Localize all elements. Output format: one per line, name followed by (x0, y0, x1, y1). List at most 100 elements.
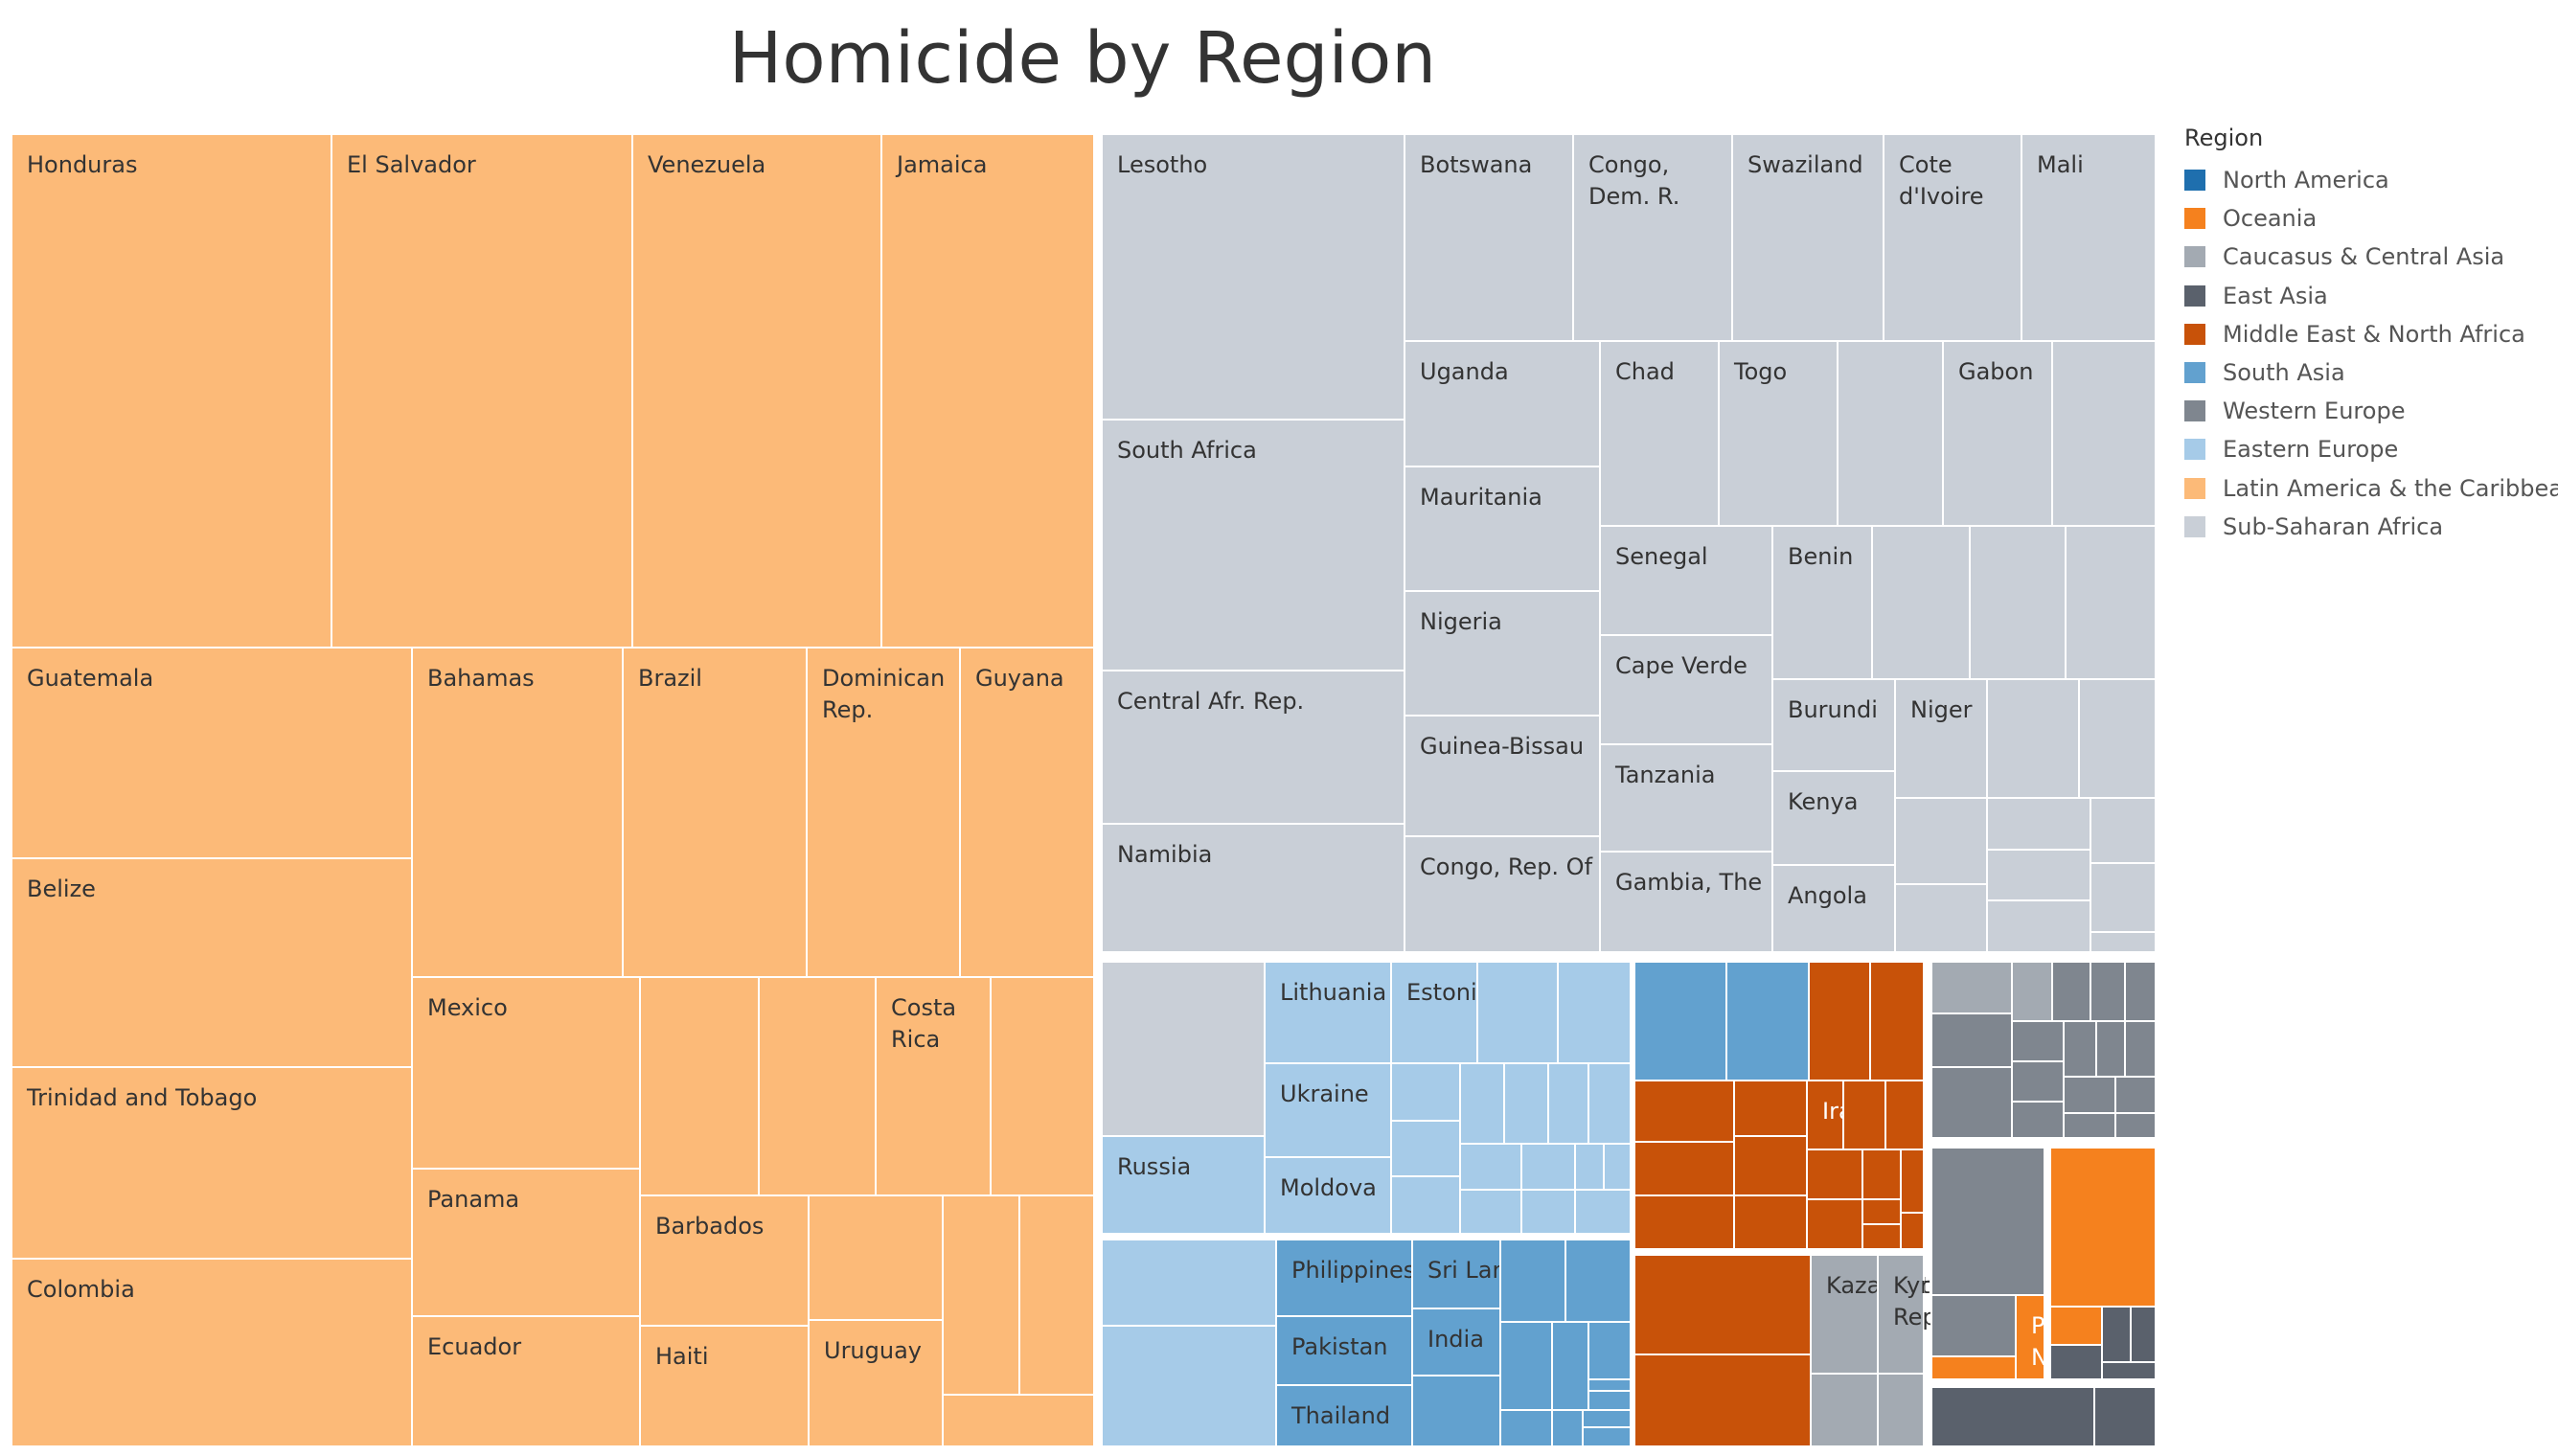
legend-item[interactable]: Eastern Europe (2184, 430, 2558, 468)
treemap-cell-guinea-bissau[interactable]: Guinea-Bissau (1404, 715, 1601, 837)
treemap-cell[interactable] (1861, 1149, 1902, 1200)
treemap-cell-tanzania[interactable]: Tanzania (1599, 743, 1773, 853)
treemap-cell[interactable] (758, 976, 877, 1196)
treemap-cell-brazil[interactable]: Brazil (622, 647, 808, 978)
treemap-cell[interactable] (2049, 1306, 2103, 1346)
treemap-cell[interactable] (1894, 883, 1988, 953)
treemap-cell[interactable] (1101, 1239, 1277, 1327)
treemap-cell[interactable] (1871, 525, 1971, 680)
treemap-cell[interactable] (1733, 1194, 1808, 1250)
treemap-cell[interactable] (1986, 678, 2080, 799)
treemap-cell-philippines[interactable]: Philippines (1275, 1239, 1415, 1317)
treemap-cell-jamaica[interactable]: Jamaica (880, 133, 1095, 648)
treemap-cell-benin[interactable]: Benin (1771, 525, 1873, 680)
treemap-cell-colombia[interactable]: Colombia (11, 1258, 413, 1447)
treemap-cell-moldova[interactable]: Moldova (1264, 1156, 1392, 1235)
treemap-cell[interactable] (1633, 1141, 1735, 1196)
treemap-cell[interactable] (2063, 1076, 2116, 1114)
treemap-cell-togo[interactable]: Togo (1718, 340, 1839, 527)
treemap-cell-dominican-rep[interactable]: Dominican Rep. (806, 647, 961, 978)
treemap-cell[interactable] (1808, 961, 1871, 1081)
treemap-cell-belize[interactable]: Belize (11, 857, 413, 1068)
treemap-cell[interactable] (942, 1394, 1095, 1447)
treemap-cell-mali[interactable]: Mali (2021, 133, 2157, 342)
treemap-cell[interactable] (1969, 525, 2067, 680)
treemap-cell[interactable] (639, 976, 760, 1196)
treemap-cell[interactable] (2063, 1020, 2097, 1078)
treemap-cell-cote-d-ivoire[interactable]: Cote d'Ivoire (1883, 133, 2022, 342)
treemap-cell[interactable] (2101, 1361, 2157, 1380)
treemap-cell[interactable] (2090, 961, 2126, 1022)
treemap-cell[interactable] (1551, 1321, 1589, 1411)
treemap-cell[interactable] (1459, 1189, 1522, 1235)
treemap-cell[interactable] (2051, 961, 2091, 1022)
treemap-cell-nigeria[interactable]: Nigeria (1404, 590, 1601, 717)
treemap-cell[interactable] (1557, 961, 1632, 1064)
treemap-cell[interactable] (1837, 340, 1944, 527)
treemap-cell[interactable] (1390, 1175, 1461, 1235)
treemap-cell-ecuador[interactable]: Ecuador (411, 1315, 641, 1447)
treemap-cell[interactable] (1520, 1189, 1576, 1235)
treemap-cell[interactable] (1810, 1373, 1879, 1447)
treemap-cell[interactable] (1930, 1147, 2045, 1296)
treemap-cell[interactable] (2011, 961, 2053, 1022)
treemap-cell[interactable] (1633, 1254, 1812, 1355)
treemap-cell[interactable] (1806, 1149, 1863, 1200)
treemap-cell[interactable] (2063, 1112, 2116, 1139)
treemap-cell[interactable] (1582, 1426, 1632, 1447)
treemap-cell[interactable] (1499, 1321, 1553, 1411)
treemap-cell-venezuela[interactable]: Venezuela (631, 133, 882, 648)
treemap-cell[interactable] (1459, 1143, 1522, 1191)
treemap-cell[interactable] (2011, 1020, 2065, 1062)
treemap-cell[interactable] (1633, 1080, 1735, 1143)
treemap-cell[interactable] (808, 1194, 944, 1321)
treemap-cell[interactable] (2065, 525, 2157, 680)
treemap-cell[interactable] (1499, 1239, 1566, 1323)
legend-item[interactable]: Sub-Saharan Africa (2184, 508, 2558, 546)
treemap-cell[interactable] (1861, 1198, 1902, 1225)
legend-item[interactable]: Western Europe (2184, 392, 2558, 430)
treemap-cell[interactable] (1499, 1409, 1553, 1447)
treemap-cell[interactable] (1986, 899, 2091, 953)
treemap-cell-congo-dem-r[interactable]: Congo, Dem. R. (1572, 133, 1733, 342)
treemap-cell[interactable] (1390, 1062, 1461, 1122)
treemap-cell-namibia[interactable]: Namibia (1101, 823, 1405, 953)
treemap-cell-russia[interactable]: Russia (1101, 1135, 1266, 1235)
treemap-cell[interactable] (1806, 1198, 1863, 1250)
treemap-cell[interactable] (2011, 1060, 2065, 1103)
treemap-cell-cape-verde[interactable]: Cape Verde (1599, 634, 1773, 745)
treemap-cell[interactable] (1564, 1239, 1632, 1323)
treemap-cell-mauritania[interactable]: Mauritania (1404, 466, 1601, 592)
treemap-cell[interactable] (1520, 1143, 1576, 1191)
treemap-cell[interactable] (990, 976, 1095, 1196)
treemap-cell[interactable] (1574, 1143, 1605, 1191)
treemap-cell-chad[interactable]: Chad (1599, 340, 1720, 527)
treemap-cell[interactable] (2011, 1101, 2065, 1139)
treemap-cell-thailand[interactable]: Thailand (1275, 1384, 1413, 1447)
treemap-cell[interactable] (1574, 1189, 1632, 1235)
treemap-cell[interactable] (1930, 1355, 2017, 1380)
treemap-cell-india[interactable]: India (1411, 1308, 1501, 1376)
treemap-cell[interactable] (2078, 678, 2157, 799)
treemap-cell[interactable] (1733, 1080, 1808, 1137)
treemap-cell[interactable] (1930, 1386, 2095, 1447)
treemap-cell[interactable] (1869, 961, 1925, 1081)
treemap-cell[interactable] (1842, 1080, 1886, 1150)
treemap-cell[interactable] (1101, 1325, 1277, 1447)
treemap-cell[interactable] (1725, 961, 1810, 1081)
treemap-cell-costa-rica[interactable]: Costa Rica (875, 976, 992, 1196)
treemap-cell-central-afr-rep[interactable]: Central Afr. Rep. (1101, 670, 1405, 825)
treemap-cell[interactable] (1986, 849, 2091, 901)
treemap-cell-uruguay[interactable]: Uruguay (808, 1319, 944, 1447)
legend-item[interactable]: Caucasus & Central Asia (2184, 238, 2558, 276)
treemap-cell[interactable] (1930, 1012, 2013, 1068)
treemap-cell-pakistan[interactable]: Pakistan (1275, 1315, 1413, 1386)
treemap-cell-mexico[interactable]: Mexico (411, 976, 641, 1170)
treemap-cell-haiti[interactable]: Haiti (639, 1325, 810, 1447)
treemap-cell[interactable] (1733, 1135, 1808, 1196)
treemap-cell-burundi[interactable]: Burundi (1771, 678, 1896, 772)
treemap-cell-lithuania[interactable]: Lithuania (1264, 961, 1392, 1064)
treemap-cell-gambia-the[interactable]: Gambia, The (1599, 851, 1773, 953)
treemap-cell[interactable] (1900, 1212, 1925, 1250)
treemap-cell-estonia[interactable]: Estonia (1390, 961, 1491, 1064)
